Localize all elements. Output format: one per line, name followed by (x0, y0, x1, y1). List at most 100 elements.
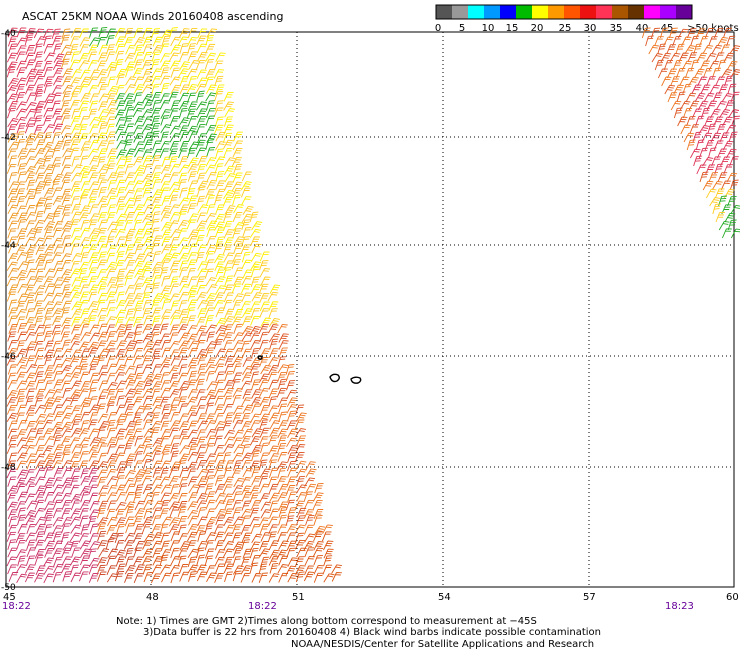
wind-barb (177, 500, 188, 511)
wind-barb (159, 333, 171, 344)
wind-barb (197, 531, 206, 542)
wind-barb (62, 477, 73, 488)
wind-barb (44, 244, 56, 254)
wind-barb (15, 245, 27, 255)
wind-barb (251, 221, 263, 231)
wind-barb (79, 451, 89, 462)
wind-barb (159, 323, 169, 335)
wind-barb (51, 147, 61, 159)
wind-barb (179, 43, 189, 54)
wind-barb (187, 28, 198, 39)
wind-barb (80, 181, 91, 192)
legend-swatch (628, 5, 644, 19)
wind-barb (232, 420, 244, 430)
wind-barb (134, 36, 145, 47)
wind-barb (69, 285, 81, 295)
wind-barb (295, 444, 306, 454)
wind-barb (160, 67, 170, 78)
wind-barb (143, 500, 154, 510)
wind-barb (97, 314, 107, 326)
wind-barb (206, 235, 216, 246)
wind-barb (141, 267, 152, 278)
wind-barb (134, 451, 143, 462)
wind-barb (224, 499, 234, 510)
wind-barb (169, 315, 180, 326)
wind-barb (151, 515, 162, 526)
wind-barb (151, 476, 163, 486)
wind-barb (143, 412, 154, 422)
wind-barb (170, 300, 180, 311)
wind-barb (188, 492, 199, 502)
wind-barb (277, 564, 288, 574)
wind-barb (214, 556, 225, 567)
wind-barb (98, 380, 109, 391)
wind-barb (7, 236, 18, 247)
wind-barb (214, 163, 224, 174)
wind-barb (195, 378, 205, 390)
wind-barb (25, 476, 37, 487)
wind-barb (60, 108, 72, 118)
wind-barb (223, 139, 234, 150)
wind-barb (141, 277, 153, 287)
wind-barb (241, 372, 253, 382)
wind-barb (17, 163, 27, 175)
wind-barb (206, 370, 215, 382)
wind-barb (224, 370, 234, 382)
wind-barb (242, 365, 254, 376)
wind-barb (195, 124, 206, 134)
wind-barb (242, 389, 253, 400)
wind-barb (259, 357, 269, 367)
wind-barb (61, 508, 72, 518)
wind-barb (178, 476, 188, 488)
wind-barb (70, 236, 82, 246)
wind-barb (6, 93, 18, 103)
wind-barb (53, 53, 65, 63)
wind-barb (268, 301, 279, 311)
wind-barb (79, 205, 91, 215)
wind-barb (714, 188, 725, 199)
wind-barb (115, 50, 125, 62)
wind-barb (142, 76, 154, 86)
wind-barb (215, 563, 225, 574)
wind-barb (179, 28, 190, 38)
wind-barb (44, 52, 56, 62)
wind-barb (295, 428, 307, 438)
wind-barb (179, 429, 189, 440)
wind-barb (214, 363, 225, 374)
wind-barb (196, 325, 207, 335)
wind-barb (294, 500, 305, 511)
wind-barb (677, 116, 688, 127)
wind-barb (15, 51, 26, 62)
wind-barb (268, 573, 280, 583)
wind-barb (141, 468, 153, 478)
wind-barb (187, 412, 198, 422)
wind-barb (159, 554, 169, 566)
wind-barb (61, 133, 72, 143)
wind-barb (25, 555, 36, 566)
wind-barb (196, 101, 208, 111)
wind-barb (142, 68, 152, 79)
wind-barb (134, 323, 143, 335)
wind-barb (269, 412, 280, 423)
wind-barb (80, 468, 90, 479)
wind-barb (133, 28, 143, 39)
wind-barb (52, 517, 64, 527)
wind-barb (241, 275, 253, 286)
island-outlines (257, 355, 362, 384)
wind-barb (232, 388, 244, 398)
wind-barb (187, 531, 198, 542)
wind-barb (97, 172, 107, 184)
wind-barb (197, 506, 207, 518)
wind-barb (152, 179, 162, 190)
wind-barb (187, 157, 199, 167)
wind-barb (159, 43, 170, 54)
wind-barb (134, 260, 145, 271)
wind-barb (249, 460, 260, 471)
wind-barb (215, 515, 225, 526)
wind-barb (177, 506, 187, 518)
wind-barb (251, 403, 261, 414)
wind-barb (278, 347, 288, 358)
wind-barb (125, 435, 136, 446)
wind-barb (150, 242, 160, 254)
